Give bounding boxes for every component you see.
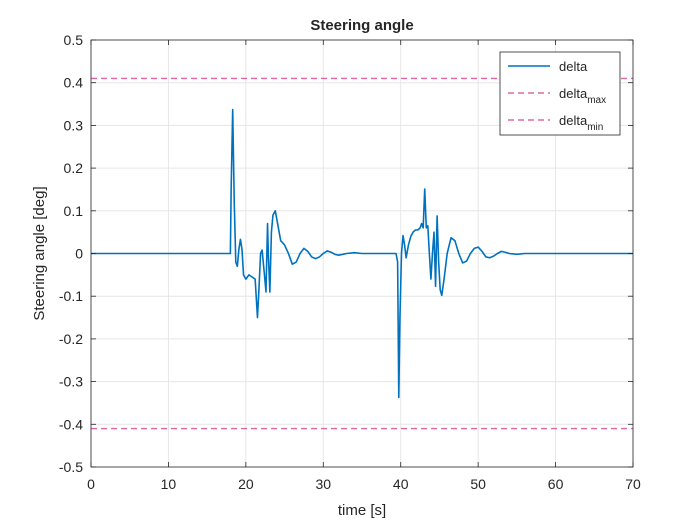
y-tick-label: 0.3: [64, 117, 84, 133]
y-tick-label: -0.2: [59, 331, 83, 347]
chart-title: Steering angle: [310, 17, 413, 34]
y-tick-label: 0.2: [64, 160, 84, 176]
y-tick-label: 0: [75, 246, 83, 262]
axis-ticks: 0 10 20 30 40 50 60 70 -0.5 -0.4 -0.3 -0.2 -0.1 0 0.1 0…: [59, 32, 641, 492]
x-tick-label: 40: [393, 476, 409, 492]
series-line-delta: [91, 108, 633, 399]
legend-subscript: max: [587, 95, 606, 106]
y-axis-label: Steering angle [deg]: [31, 186, 48, 320]
x-tick-label: 0: [87, 476, 95, 492]
x-axis-label: time [s]: [338, 502, 386, 519]
y-tick-label: -0.1: [59, 288, 83, 304]
x-tick-label: 70: [625, 476, 641, 492]
y-tick-label: 0.5: [64, 32, 84, 48]
y-tick-label: -0.4: [59, 416, 83, 432]
y-tick-label: -0.3: [59, 374, 83, 390]
x-tick-label: 30: [315, 476, 331, 492]
x-tick-label: 10: [161, 476, 177, 492]
y-tick-label: 0.1: [64, 203, 84, 219]
y-tick-label: -0.5: [59, 459, 83, 475]
x-tick-label: 50: [470, 476, 486, 492]
legend-subscript: min: [587, 122, 603, 133]
legend-label-delta: delta: [559, 59, 588, 74]
x-tick-label: 60: [548, 476, 564, 492]
x-tick-label: 20: [238, 476, 254, 492]
y-tick-label: 0.4: [64, 75, 84, 91]
